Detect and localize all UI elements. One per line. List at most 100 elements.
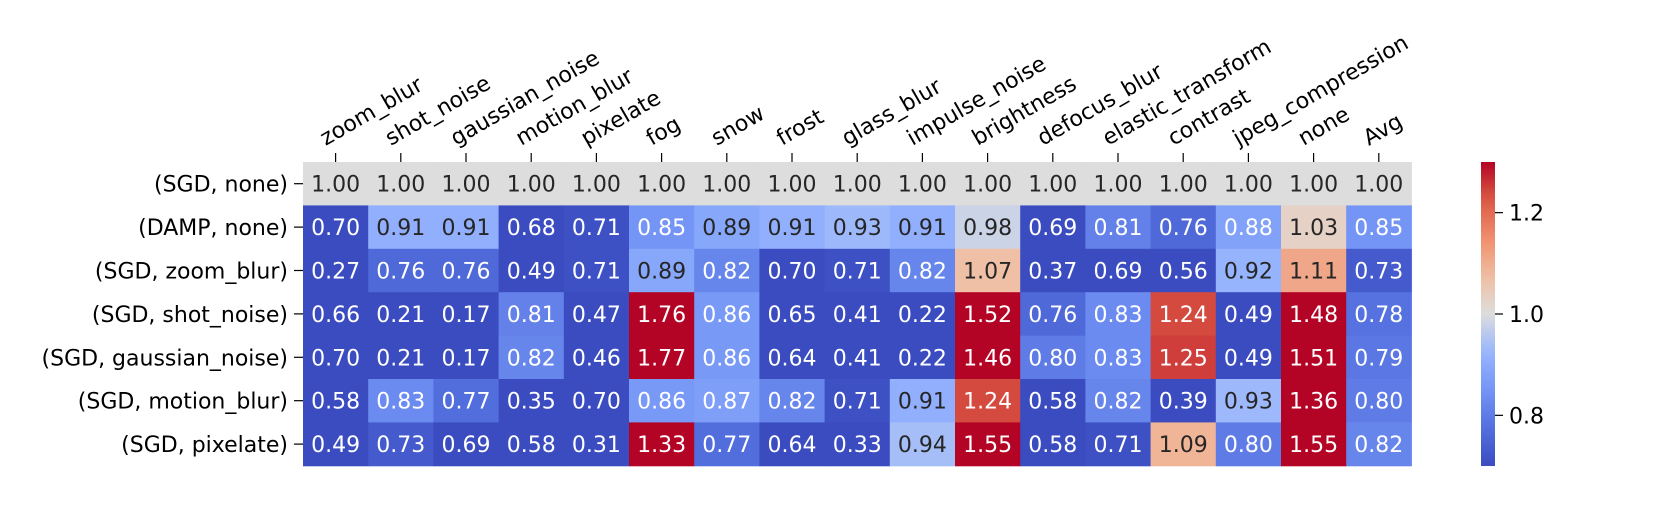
cell-value-label: 1.00 bbox=[1354, 173, 1403, 198]
cell-value-label: 1.00 bbox=[898, 173, 947, 198]
heatmap-cell bbox=[1085, 292, 1152, 337]
cell-value-label: 0.64 bbox=[768, 346, 817, 371]
cell-value-label: 1.09 bbox=[1159, 433, 1208, 458]
cell-value-label: 0.93 bbox=[833, 216, 882, 241]
heatmap-cell bbox=[303, 162, 369, 206]
heatmap-cell bbox=[433, 379, 500, 423]
colorbar-tick-label: 1.0 bbox=[1509, 303, 1544, 328]
cell-value-label: 0.86 bbox=[637, 390, 686, 415]
heatmap-cell bbox=[1215, 335, 1282, 380]
x-tick-label: fog bbox=[642, 112, 685, 151]
heatmap-cell bbox=[303, 248, 369, 293]
cell-value-label: 1.00 bbox=[572, 173, 621, 198]
heatmap-cell bbox=[694, 205, 760, 250]
heatmap-cell bbox=[889, 162, 956, 206]
heatmap-cell bbox=[629, 205, 695, 250]
cell-value-label: 0.77 bbox=[702, 433, 751, 458]
cell-value-label: 0.22 bbox=[898, 346, 947, 371]
heatmap-cell bbox=[498, 162, 565, 206]
heatmap-cell bbox=[955, 379, 1021, 423]
cell-value-label: 1.11 bbox=[1289, 260, 1338, 285]
cell-value-label: 0.46 bbox=[572, 346, 621, 371]
cell-value-label: 0.91 bbox=[898, 216, 947, 241]
y-tick-label: (SGD, none) bbox=[154, 173, 288, 198]
heatmap-cell bbox=[1150, 422, 1217, 467]
x-tick-label: Avg bbox=[1359, 109, 1407, 151]
cell-value-label: 0.91 bbox=[376, 216, 425, 241]
cell-value-label: 1.00 bbox=[768, 173, 817, 198]
cell-value-label: 1.55 bbox=[1289, 433, 1338, 458]
cell-value-label: 0.91 bbox=[768, 216, 817, 241]
heatmap-cell bbox=[629, 422, 695, 467]
heatmap-cell bbox=[1346, 422, 1412, 467]
heatmap-cell bbox=[498, 379, 565, 423]
cell-value-label: 1.00 bbox=[637, 173, 686, 198]
cell-value-label: 1.52 bbox=[963, 303, 1012, 328]
cell-value-label: 0.64 bbox=[768, 433, 817, 458]
cell-value-label: 1.07 bbox=[963, 260, 1012, 285]
cell-value-label: 1.00 bbox=[1224, 173, 1273, 198]
heatmap-cell bbox=[563, 379, 630, 423]
cell-value-label: 1.00 bbox=[1289, 173, 1338, 198]
heatmap-cell bbox=[759, 205, 826, 250]
heatmap-cell bbox=[889, 335, 956, 380]
heatmap-cell bbox=[1020, 422, 1086, 467]
cell-value-label: 0.88 bbox=[1224, 216, 1273, 241]
cell-value-label: 0.83 bbox=[376, 390, 425, 415]
cell-value-label: 0.49 bbox=[1224, 346, 1273, 371]
heatmap-cell bbox=[1020, 248, 1086, 293]
cell-value-label: 0.71 bbox=[833, 390, 882, 415]
cell-value-label: 0.22 bbox=[898, 303, 947, 328]
heatmap-cell bbox=[889, 422, 956, 467]
heatmap-cell bbox=[955, 292, 1021, 337]
heatmap-cell bbox=[824, 379, 891, 423]
cell-value-label: 0.69 bbox=[442, 433, 491, 458]
cell-value-label: 0.76 bbox=[442, 260, 491, 285]
heatmap-cell bbox=[1150, 205, 1217, 250]
heatmap-cell bbox=[368, 335, 434, 380]
cell-value-label: 0.83 bbox=[1094, 303, 1143, 328]
cell-value-label: 1.33 bbox=[637, 433, 686, 458]
heatmap-cell bbox=[433, 292, 500, 337]
cell-value-label: 0.21 bbox=[376, 346, 425, 371]
heatmap-cell bbox=[824, 248, 891, 293]
cell-value-label: 0.93 bbox=[1224, 390, 1273, 415]
heatmap-cell bbox=[1346, 292, 1412, 337]
cell-value-label: 0.27 bbox=[311, 260, 360, 285]
heatmap-cell bbox=[1215, 162, 1282, 206]
y-tick-label: (DAMP, none) bbox=[138, 216, 288, 241]
cell-value-label: 1.00 bbox=[833, 173, 882, 198]
heatmap-cell bbox=[1085, 248, 1152, 293]
heatmap-cell bbox=[824, 292, 891, 337]
cell-value-label: 0.80 bbox=[1354, 390, 1403, 415]
heatmap-cell bbox=[1346, 335, 1412, 380]
heatmap-cell bbox=[498, 205, 565, 250]
cell-value-label: 1.77 bbox=[637, 346, 686, 371]
heatmap-cell bbox=[629, 162, 695, 206]
heatmap-cell bbox=[1020, 292, 1086, 337]
heatmap-cell bbox=[1150, 248, 1217, 293]
heatmap-cell bbox=[629, 379, 695, 423]
cell-value-label: 0.85 bbox=[637, 216, 686, 241]
cell-value-label: 0.73 bbox=[1354, 260, 1403, 285]
heatmap-cell bbox=[759, 422, 826, 467]
heatmap-cell bbox=[1150, 335, 1217, 380]
heatmap-cell bbox=[1346, 205, 1412, 250]
heatmap-cell bbox=[759, 379, 826, 423]
cell-value-label: 0.86 bbox=[702, 303, 751, 328]
heatmap-cell bbox=[368, 292, 434, 337]
heatmap-cell bbox=[694, 422, 760, 467]
colorbar: 0.8 1.0 1.2 bbox=[1481, 162, 1544, 466]
heatmap-cell bbox=[1020, 205, 1086, 250]
heatmap-cell bbox=[368, 205, 434, 250]
heatmap-cell bbox=[759, 335, 826, 380]
cell-value-label: 0.37 bbox=[1028, 260, 1077, 285]
cell-value-label: 0.58 bbox=[311, 390, 360, 415]
heatmap-cell bbox=[303, 292, 369, 337]
cell-value-label: 0.71 bbox=[833, 260, 882, 285]
heatmap-cell bbox=[955, 335, 1021, 380]
cell-value-label: 1.36 bbox=[1289, 390, 1338, 415]
cell-value-label: 0.49 bbox=[311, 433, 360, 458]
heatmap-cell bbox=[1215, 248, 1282, 293]
